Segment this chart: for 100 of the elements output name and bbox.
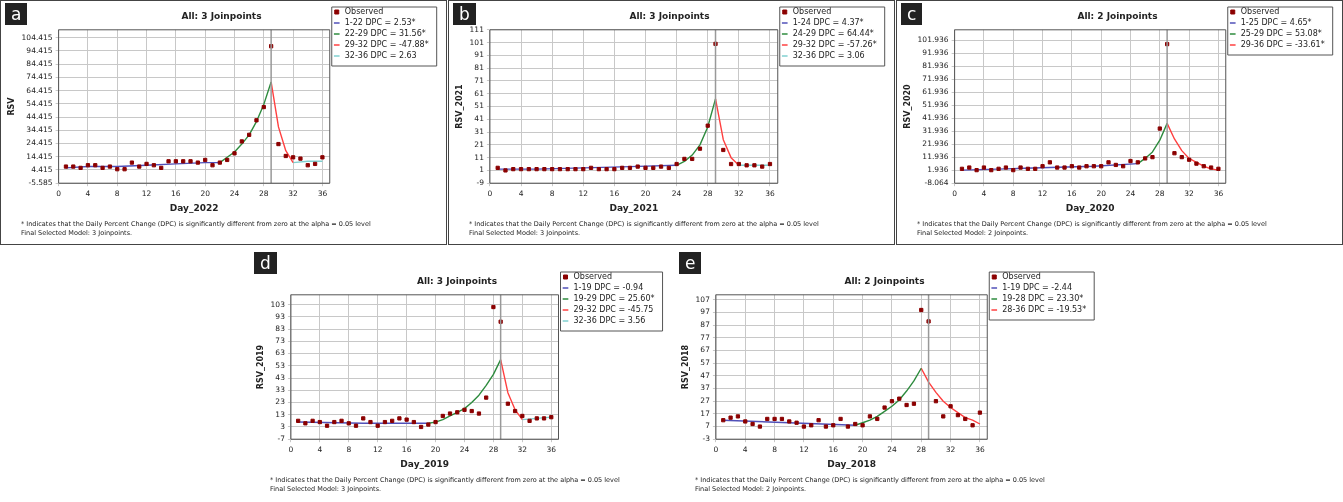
point xyxy=(604,167,609,172)
text: d xyxy=(254,252,277,274)
point xyxy=(518,167,524,172)
point xyxy=(1172,151,1177,156)
point xyxy=(765,416,770,422)
point xyxy=(550,167,555,172)
point xyxy=(752,163,757,168)
point xyxy=(203,157,208,163)
point xyxy=(397,416,402,421)
point xyxy=(303,421,308,426)
point xyxy=(440,413,445,419)
point xyxy=(239,139,244,144)
text: c xyxy=(901,3,923,25)
point xyxy=(505,401,510,406)
point xyxy=(511,167,516,172)
legend-label: Observed xyxy=(344,7,384,17)
legend-label: 29-36 DPC = -33.61* xyxy=(1240,40,1325,50)
point xyxy=(845,424,851,429)
point xyxy=(63,164,69,169)
point xyxy=(682,156,687,162)
point xyxy=(581,167,586,172)
legend-label: Observed xyxy=(1002,272,1041,282)
point xyxy=(290,155,296,160)
point xyxy=(173,159,178,164)
point xyxy=(948,404,953,409)
point xyxy=(503,168,508,173)
point xyxy=(823,424,829,429)
point xyxy=(705,123,710,128)
point xyxy=(1069,164,1074,169)
point xyxy=(346,421,351,426)
point xyxy=(772,416,777,422)
point xyxy=(1106,160,1111,165)
point xyxy=(296,418,301,423)
point xyxy=(78,165,83,171)
point xyxy=(426,422,431,427)
point xyxy=(418,424,424,430)
point xyxy=(122,167,127,172)
point xyxy=(1099,164,1104,169)
point xyxy=(1033,166,1038,171)
point xyxy=(744,163,749,168)
point xyxy=(495,165,500,170)
point xyxy=(573,167,578,172)
point xyxy=(317,419,322,425)
point xyxy=(643,165,648,170)
point xyxy=(254,118,259,123)
point xyxy=(959,166,965,171)
point xyxy=(1047,160,1053,165)
point xyxy=(651,165,656,170)
point xyxy=(757,424,763,429)
point xyxy=(767,161,773,167)
point xyxy=(736,161,741,167)
legend-label: 19-29 DPC = 25.60* xyxy=(573,294,655,304)
legend-label: Observed xyxy=(1240,7,1280,17)
point xyxy=(1018,165,1023,170)
point xyxy=(283,153,288,159)
point xyxy=(541,416,547,421)
point xyxy=(151,163,157,168)
legend-label: 28-36 DPC = -19.53* xyxy=(1002,305,1087,315)
point xyxy=(882,405,887,410)
point xyxy=(549,415,554,420)
point xyxy=(1194,161,1199,166)
point xyxy=(1135,160,1140,165)
point xyxy=(520,413,525,419)
point xyxy=(93,163,98,168)
point xyxy=(658,164,664,169)
point xyxy=(970,423,975,428)
point xyxy=(1077,165,1082,170)
point xyxy=(232,151,237,156)
point xyxy=(674,161,679,167)
point xyxy=(735,414,741,419)
point xyxy=(298,156,303,161)
point xyxy=(85,163,91,168)
point xyxy=(911,401,917,406)
legend-label: 1-22 DPC = 2.53* xyxy=(344,18,416,28)
legend-label: 24-29 DPC = 64.44* xyxy=(792,29,874,39)
point xyxy=(728,161,734,167)
point xyxy=(305,163,310,168)
point xyxy=(1040,164,1045,169)
legend-label: 29-32 DPC = -45.75 xyxy=(573,305,654,315)
point xyxy=(620,165,625,170)
point xyxy=(974,168,979,173)
legend-label: Observed xyxy=(573,272,612,282)
point xyxy=(967,165,972,170)
point xyxy=(491,304,496,310)
point xyxy=(411,419,416,425)
point xyxy=(816,418,821,423)
point xyxy=(612,167,617,172)
point xyxy=(1157,126,1162,131)
point xyxy=(375,423,380,428)
point xyxy=(512,408,518,414)
point xyxy=(779,416,785,422)
point xyxy=(635,164,640,169)
point xyxy=(963,416,968,422)
point xyxy=(627,165,633,170)
legend-label: 1-19 DPC = -0.94 xyxy=(573,283,644,293)
point xyxy=(1143,156,1148,161)
point xyxy=(875,416,880,422)
point xyxy=(320,155,325,160)
chart-title: All: 3 Joinpoints xyxy=(629,10,710,21)
point xyxy=(787,419,792,424)
